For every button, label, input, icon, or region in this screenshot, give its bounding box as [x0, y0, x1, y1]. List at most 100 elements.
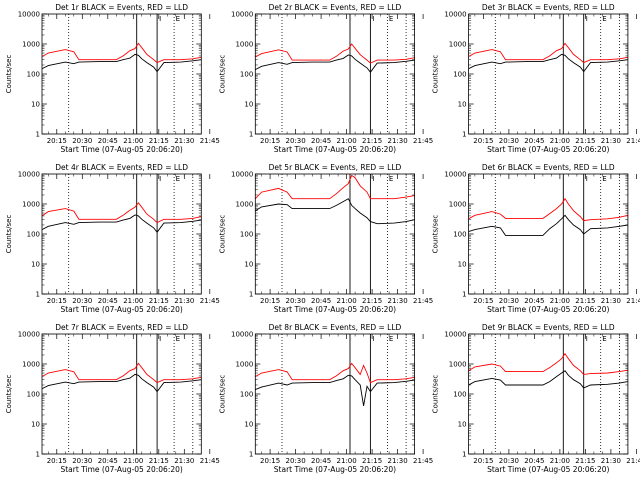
- y-tick-label: 1000: [22, 201, 40, 209]
- panel-title: Det 6r BLACK = Events, RED = LLD: [482, 163, 615, 172]
- x-tick-label: 21:00: [123, 137, 143, 145]
- x-axis-label: Start Time (07-Aug-05 20:06:20): [487, 305, 609, 314]
- y-tick-label: 1: [36, 451, 40, 459]
- marker-label-i: I: [372, 335, 374, 343]
- x-tick-label: 20:15: [260, 457, 280, 465]
- x-tick-label: 21:15: [575, 457, 595, 465]
- x-axis-label: Start Time (07-Aug-05 20:06:20): [487, 145, 609, 154]
- x-tick-label: 20:30: [499, 457, 519, 465]
- x-tick-label: 21:30: [388, 457, 408, 465]
- series-line-lld: [42, 42, 202, 64]
- x-tick-label: 21:00: [123, 297, 143, 305]
- series-line-lld: [42, 202, 202, 224]
- x-tick-label: 21:45: [626, 137, 640, 145]
- y-tick-label: 10: [458, 101, 467, 109]
- x-tick-label: 20:45: [98, 457, 118, 465]
- marker-label-e: E: [176, 335, 180, 343]
- x-tick-label: 21:00: [337, 137, 357, 145]
- x-tick-label: 20:45: [524, 457, 544, 465]
- panel-det-6: Det 6r BLACK = Events, RED = LLD 1 10 100 10…: [432, 163, 640, 314]
- panel-title: Det 2r BLACK = Events, RED = LLD: [269, 3, 402, 12]
- y-tick-label: 10000: [231, 11, 253, 19]
- panel-title: Det 3r BLACK = Events, RED = LLD: [482, 3, 615, 12]
- y-tick-label: 1: [36, 131, 40, 139]
- x-tick-label: 20:30: [285, 457, 305, 465]
- y-tick-label: 1: [462, 291, 466, 299]
- x-tick-label: 20:15: [473, 457, 493, 465]
- panel-title: Det 7r BLACK = Events, RED = LLD: [55, 323, 188, 332]
- x-tick-label: 21:15: [149, 457, 169, 465]
- y-axis-label: Counts/sec: [5, 215, 13, 254]
- x-tick-label: 21:00: [337, 297, 357, 305]
- x-tick-label: 20:15: [260, 297, 280, 305]
- x-tick-label: 21:45: [413, 137, 433, 145]
- marker-label-i: I: [586, 335, 588, 343]
- y-tick-label: 100: [27, 231, 40, 239]
- x-tick-label: 20:30: [72, 137, 92, 145]
- panel-det-3: Det 3r BLACK = Events, RED = LLD 1 10 100 10…: [432, 3, 640, 154]
- plot-frame: [41, 173, 202, 295]
- x-tick-label: 21:45: [200, 457, 220, 465]
- panel-det-1: Det 1r BLACK = Events, RED = LLD 1 10 100 10…: [5, 3, 220, 154]
- marker-label-e: E: [176, 15, 180, 23]
- series-line-lld: [468, 42, 628, 64]
- y-tick-label: 100: [453, 71, 466, 79]
- y-tick-label: 1: [249, 291, 253, 299]
- y-tick-label: 100: [453, 391, 466, 399]
- series-line-events: [468, 53, 628, 73]
- x-tick-label: 21:45: [413, 457, 433, 465]
- x-tick-label: 20:30: [499, 137, 519, 145]
- x-tick-label: 21:45: [626, 457, 640, 465]
- x-tick-label: 21:00: [123, 457, 143, 465]
- plot-frame: [254, 13, 416, 135]
- x-tick-label: 20:15: [47, 137, 67, 145]
- panel-title: Det 8r BLACK = Events, RED = LLD: [269, 323, 402, 332]
- x-tick-label: 20:15: [260, 137, 280, 145]
- x-axis-label: Start Time (07-Aug-05 20:06:20): [274, 305, 396, 314]
- x-tick-label: 20:15: [473, 297, 493, 305]
- y-tick-label: 1000: [22, 361, 40, 369]
- marker-label-e: E: [389, 335, 393, 343]
- plot-frame: [254, 173, 416, 295]
- marker-label-e: E: [176, 175, 180, 183]
- y-axis-label: Counts/sec: [218, 215, 226, 254]
- y-axis-label: Counts/sec: [218, 55, 226, 94]
- marker-label-i: I: [372, 175, 374, 183]
- marker-label-i: I: [586, 15, 588, 23]
- y-tick-label: 10000: [444, 11, 466, 19]
- x-tick-label: 21:30: [174, 297, 194, 305]
- series-line-events: [42, 214, 202, 233]
- x-tick-label: 20:45: [98, 137, 118, 145]
- y-tick-label: 100: [240, 391, 253, 399]
- panel-det-7: Det 7r BLACK = Events, RED = LLD 1 10 100 10…: [5, 323, 220, 474]
- y-tick-label: 10: [244, 101, 253, 109]
- y-tick-label: 10: [244, 261, 253, 269]
- x-axis-label: Start Time (07-Aug-05 20:06:20): [60, 465, 182, 474]
- x-tick-label: 21:15: [149, 297, 169, 305]
- plot-frame: [468, 13, 629, 135]
- series-line-lld: [468, 352, 628, 375]
- y-tick-label: 1000: [449, 41, 467, 49]
- y-axis-label: Counts/sec: [432, 375, 440, 414]
- y-tick-label: 100: [27, 391, 40, 399]
- y-tick-label: 1000: [449, 361, 467, 369]
- x-tick-label: 20:30: [72, 457, 92, 465]
- x-axis-label: Start Time (07-Aug-05 20:06:20): [274, 465, 396, 474]
- plot-frame: [41, 13, 202, 135]
- panel-title: Det 9r BLACK = Events, RED = LLD: [482, 323, 615, 332]
- series-line-lld: [255, 362, 415, 384]
- marker-label-i: I: [159, 335, 161, 343]
- x-tick-label: 21:00: [550, 137, 570, 145]
- x-tick-label: 21:45: [200, 297, 220, 305]
- x-axis-label: Start Time (07-Aug-05 20:06:20): [60, 145, 182, 154]
- y-axis-label: Counts/sec: [5, 375, 13, 414]
- y-tick-label: 100: [240, 231, 253, 239]
- y-tick-label: 10: [31, 421, 40, 429]
- x-axis-label: Start Time (07-Aug-05 20:06:20): [60, 305, 182, 314]
- series-line-lld: [255, 174, 415, 200]
- y-tick-label: 10: [458, 421, 467, 429]
- x-tick-label: 20:30: [72, 297, 92, 305]
- x-tick-label: 20:45: [311, 457, 331, 465]
- x-tick-label: 20:45: [311, 297, 331, 305]
- marker-label-i: I: [159, 15, 161, 23]
